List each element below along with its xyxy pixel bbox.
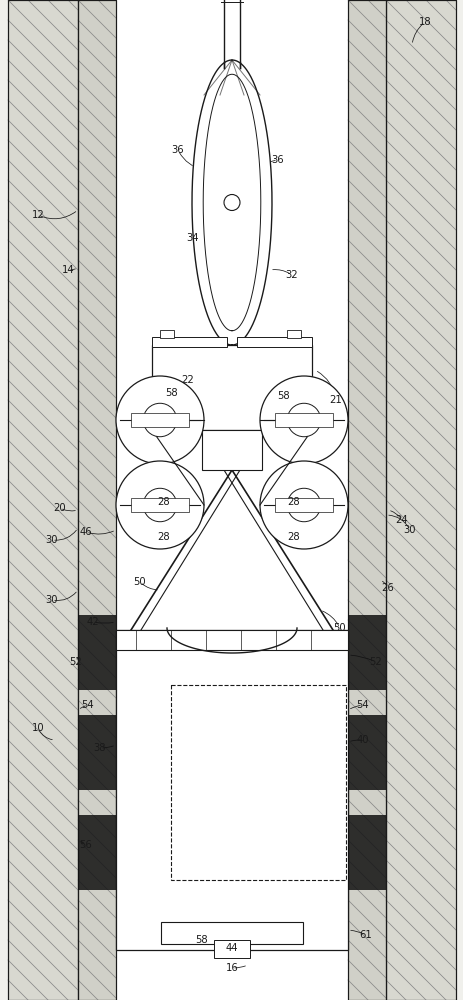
Bar	[201, 430, 262, 470]
Bar	[131, 413, 188, 427]
Text: 42: 42	[87, 617, 99, 627]
Text: 58: 58	[195, 935, 208, 945]
Bar	[385, 0, 455, 1000]
Circle shape	[287, 403, 320, 437]
Text: 28: 28	[157, 497, 170, 507]
Text: 50: 50	[133, 577, 146, 587]
Bar	[78, 0, 116, 1000]
Bar	[275, 413, 332, 427]
Bar	[287, 330, 300, 338]
Bar	[116, 630, 347, 950]
Text: 50: 50	[333, 623, 345, 633]
Bar	[171, 685, 345, 880]
Bar	[116, 630, 347, 650]
Text: 21: 21	[329, 395, 342, 405]
Circle shape	[116, 461, 204, 549]
Text: 36: 36	[171, 145, 184, 155]
Circle shape	[259, 461, 347, 549]
Text: 34: 34	[186, 233, 199, 243]
Circle shape	[224, 194, 239, 211]
Text: 30: 30	[46, 595, 58, 605]
Bar	[385, 0, 455, 1000]
Text: 40: 40	[356, 735, 369, 745]
Bar	[347, 0, 385, 1000]
Text: 14: 14	[62, 265, 74, 275]
Text: 30: 30	[403, 525, 415, 535]
Text: 28: 28	[157, 532, 170, 542]
Text: 16: 16	[225, 963, 238, 973]
Text: 52: 52	[69, 657, 82, 667]
Text: 30: 30	[46, 535, 58, 545]
Bar	[160, 330, 174, 338]
Text: 32: 32	[285, 270, 298, 280]
Bar	[116, 0, 347, 1000]
Bar	[78, 715, 116, 790]
Bar	[347, 0, 385, 1000]
Text: 26: 26	[381, 583, 394, 593]
Bar	[161, 922, 302, 944]
Text: 54: 54	[356, 700, 369, 710]
Text: 10: 10	[31, 723, 44, 733]
Bar	[78, 615, 116, 690]
Circle shape	[143, 403, 176, 437]
Bar	[8, 0, 78, 1000]
Text: 24: 24	[395, 515, 407, 525]
Text: 38: 38	[94, 743, 106, 753]
Text: 20: 20	[54, 503, 66, 513]
Text: 61: 61	[359, 930, 372, 940]
Text: 54: 54	[81, 700, 94, 710]
Circle shape	[287, 488, 320, 522]
Text: 44: 44	[225, 943, 238, 953]
Bar	[78, 815, 116, 890]
Text: 22: 22	[181, 375, 194, 385]
Bar	[152, 337, 226, 347]
Text: 58: 58	[277, 391, 290, 401]
Circle shape	[116, 376, 204, 464]
Polygon shape	[192, 60, 271, 345]
Bar	[347, 615, 385, 690]
Bar	[152, 345, 311, 430]
Circle shape	[259, 376, 347, 464]
Text: 46: 46	[80, 527, 92, 537]
Text: 36: 36	[271, 155, 284, 165]
Bar	[8, 0, 78, 1000]
Text: 28: 28	[287, 532, 300, 542]
Bar	[78, 0, 116, 1000]
Text: 58: 58	[165, 388, 178, 398]
Bar	[213, 940, 250, 958]
Text: 52: 52	[369, 657, 382, 667]
Text: 12: 12	[31, 210, 44, 220]
Circle shape	[143, 488, 176, 522]
Bar	[275, 498, 332, 512]
Bar	[347, 715, 385, 790]
Bar	[347, 815, 385, 890]
Bar	[237, 337, 311, 347]
Text: 56: 56	[80, 840, 92, 850]
Bar	[131, 498, 188, 512]
Text: 18: 18	[418, 17, 431, 27]
Text: 28: 28	[287, 497, 300, 507]
